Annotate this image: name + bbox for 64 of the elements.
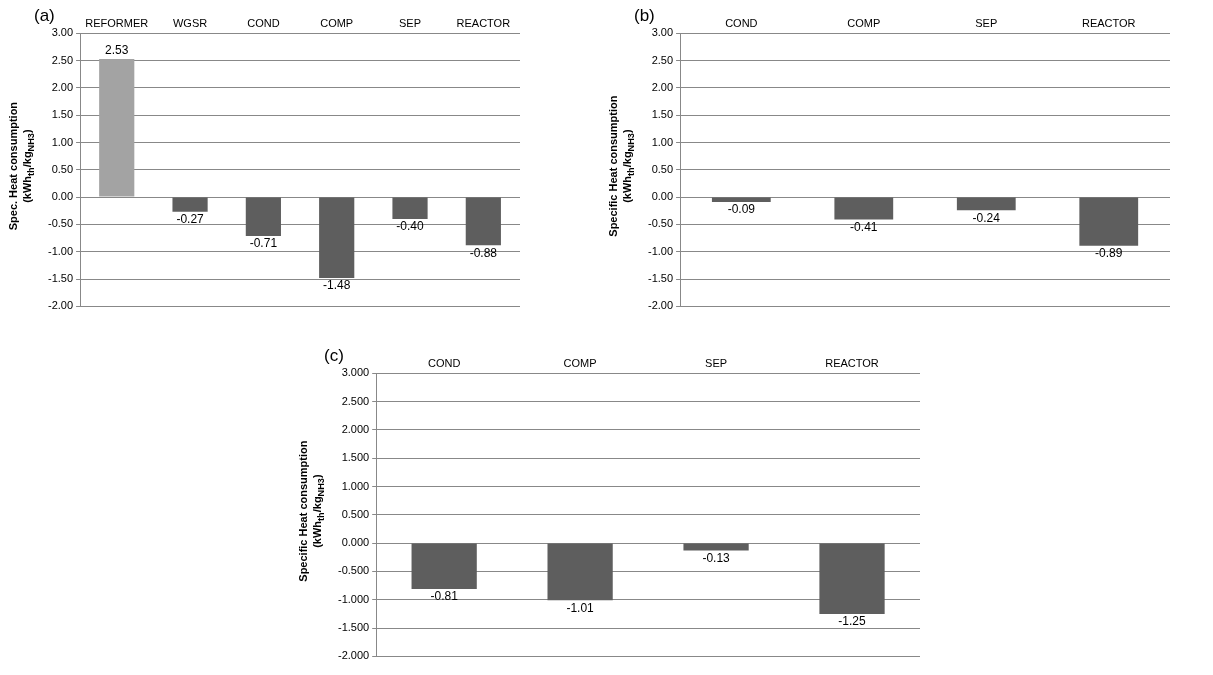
x-tick-label: SEP	[705, 356, 728, 369]
y-tick-label: -1.000	[337, 592, 370, 605]
data-label: -0.81	[430, 589, 459, 604]
y-tick-label: 1.50	[651, 108, 674, 121]
y-tick-label: -1.50	[647, 272, 674, 285]
data-label: -1.25	[838, 614, 867, 629]
data-label: -1.48	[323, 278, 351, 293]
data-label: -0.88	[469, 245, 498, 260]
x-tick-label: SEP	[399, 16, 422, 29]
y-tick-label: 0.50	[51, 162, 74, 175]
y-tick-label: 2.500	[341, 394, 370, 407]
x-tick-label: COMP	[847, 16, 881, 29]
x-tick-label: REACTOR	[825, 356, 879, 369]
y-tick-label: 0.00	[651, 190, 674, 203]
data-label: -0.40	[396, 219, 425, 234]
data-label: -0.89	[1095, 246, 1123, 261]
x-tick-label: REACTOR	[456, 16, 511, 29]
y-tick-label: -2.000	[337, 649, 370, 662]
y-tick-label: -1.00	[47, 244, 74, 257]
y-tick-label: 2.00	[651, 80, 674, 93]
chart-title: (b)	[634, 6, 655, 26]
chart-title: (a)	[34, 6, 55, 26]
y-tick-label: 3.00	[651, 26, 674, 39]
y-tick-label: 3.000	[341, 366, 370, 379]
y-tick-label: 1.00	[651, 135, 674, 148]
y-tick-label: 2.50	[651, 53, 674, 66]
y-tick-label: 2.00	[51, 80, 74, 93]
x-tick-label: COMP	[563, 356, 597, 369]
data-label: 2.53	[105, 43, 129, 58]
y-tick-label: 0.500	[341, 507, 370, 520]
y-tick-label: -1.00	[647, 244, 674, 257]
data-label: -0.24	[972, 210, 1001, 225]
x-tick-label: WGSR	[172, 16, 208, 29]
y-tick-label: 1.50	[51, 108, 74, 121]
y-tick-label: -0.500	[337, 564, 370, 577]
y-tick-label: -2.00	[47, 299, 74, 312]
x-tick-label: REFORMER	[85, 16, 149, 29]
y-tick-label: 3.00	[51, 26, 74, 39]
x-tick-label: COND	[427, 356, 461, 369]
y-tick-label: -1.500	[337, 621, 370, 634]
x-tick-label: COMP	[320, 16, 354, 29]
y-tick-label: -1.50	[47, 272, 74, 285]
chart-title: (c)	[324, 346, 344, 366]
y-tick-label: 1.000	[341, 479, 370, 492]
y-tick-label: -2.00	[647, 299, 674, 312]
data-label: -0.13	[702, 550, 731, 565]
x-tick-label: COND	[725, 16, 758, 29]
x-tick-label: COND	[247, 16, 280, 29]
data-label: -0.41	[850, 219, 878, 234]
y-tick-label: 1.500	[341, 451, 370, 464]
y-tick-label: 0.00	[51, 190, 74, 203]
y-tick-label: 0.000	[341, 536, 370, 549]
x-tick-label: SEP	[975, 16, 998, 29]
y-tick-label: 0.50	[651, 162, 674, 175]
data-label: -0.27	[176, 212, 205, 227]
y-tick-label: -0.50	[647, 217, 674, 230]
y-tick-label: 2.000	[341, 422, 370, 435]
y-tick-label: 2.50	[51, 53, 74, 66]
y-tick-label: -0.50	[47, 217, 74, 230]
data-label: -1.01	[566, 600, 595, 615]
x-tick-label: REACTOR	[1081, 16, 1136, 29]
y-tick-label: 1.00	[51, 135, 74, 148]
data-label: -0.09	[727, 202, 756, 217]
data-label: -0.71	[249, 236, 278, 251]
